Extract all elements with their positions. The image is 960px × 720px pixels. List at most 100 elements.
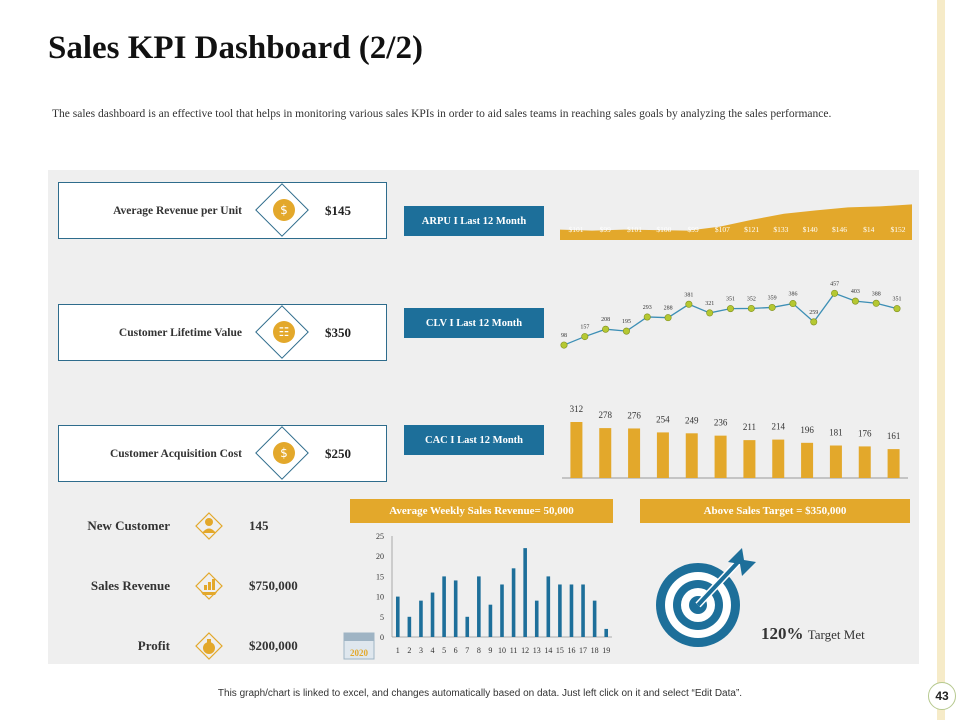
- clv-point: [726, 305, 734, 313]
- arpu-label: $99: [687, 225, 699, 234]
- weekly-bar: [592, 600, 597, 637]
- sales-target-banner: Above Sales Target = $350,000: [640, 499, 910, 523]
- hand-money-icon: $: [273, 199, 295, 221]
- weekly-ytick: 15: [376, 572, 384, 581]
- clv-point: [622, 327, 630, 335]
- kpi-label: Customer Lifetime Value: [118, 326, 242, 339]
- cac-bar: [829, 445, 842, 478]
- clv-label: 403: [851, 289, 860, 295]
- cac-label: 254: [656, 414, 670, 424]
- cac-label: 181: [829, 428, 843, 438]
- cac-bar: [685, 433, 698, 478]
- weekly-bar: [430, 592, 435, 637]
- clv-label: 352: [747, 296, 756, 302]
- clv-label: 457: [830, 281, 839, 287]
- new-customer-label: New Customer: [87, 518, 170, 533]
- clv-label: 288: [664, 306, 673, 312]
- arpu-area-chart: $101 $99 $101 $100 $99 $107 $121 $133 $140 $146 $1…: [560, 204, 912, 240]
- cac-bar: [570, 422, 583, 478]
- weekly-ytick: 10: [376, 593, 384, 602]
- weekly-bar: [407, 616, 412, 637]
- arpu-label: $121: [744, 225, 759, 234]
- weekly-xtick: 14: [544, 646, 552, 655]
- target-met-percent: 120%: [761, 624, 804, 643]
- page-title: Sales KPI Dashboard (2/2): [48, 30, 423, 66]
- clv-point: [831, 289, 839, 297]
- weekly-bar: [442, 576, 446, 637]
- kpi-box-clv: Customer Lifetime Value ☷ $350: [58, 304, 387, 361]
- clv-label: 386: [788, 292, 797, 298]
- weekly-xtick: 6: [454, 646, 458, 655]
- weekly-xtick: 9: [488, 646, 492, 655]
- weekly-xtick: 18: [591, 646, 599, 655]
- cac-label: 161: [887, 431, 901, 441]
- weekly-xtick: 19: [602, 646, 610, 655]
- clv-point: [643, 313, 651, 321]
- cac-bar: [599, 428, 612, 478]
- hand-growth-icon: [195, 572, 223, 600]
- kpi-box-cac: Customer Acquisition Cost $ $250: [58, 425, 387, 482]
- clv-point: [893, 305, 901, 313]
- sales-revenue-value: $750,000: [249, 578, 298, 593]
- weekly-xtick: 4: [431, 646, 435, 655]
- weekly-bar: [465, 616, 470, 637]
- calendar-icon: 2020: [343, 632, 375, 660]
- weekly-xtick: 5: [442, 646, 446, 655]
- clv-point: [581, 333, 589, 341]
- weekly-xtick: 16: [567, 646, 575, 655]
- clv-label: 351: [893, 297, 902, 303]
- weekly-xtick: 13: [533, 646, 541, 655]
- weekly-xtick: 17: [579, 646, 587, 655]
- cac-label: 249: [685, 415, 699, 425]
- cac-bar: [743, 440, 756, 478]
- arpu-label: $107: [715, 225, 730, 234]
- people-dollar-icon: $: [273, 442, 295, 464]
- arpu-label: $14: [863, 225, 875, 234]
- weekly-xtick: 11: [510, 646, 518, 655]
- clv-line-chart: 98 157 208 195 293 288 381 321 351 352 359 386 259 45…: [560, 281, 902, 349]
- weekly-bar: [511, 568, 516, 637]
- weekly-bar: [534, 600, 539, 637]
- cac-label: 211: [743, 422, 756, 432]
- clv-label: 157: [580, 325, 589, 331]
- clv-point: [560, 341, 568, 349]
- profit-value: $200,000: [249, 638, 298, 653]
- cac-label: 312: [570, 404, 584, 414]
- clv-label: 359: [768, 295, 777, 301]
- weekly-bar: [419, 600, 423, 637]
- sales-revenue-label: Sales Revenue: [90, 578, 170, 593]
- weekly-ytick: 0: [380, 633, 384, 642]
- cac-label: 214: [772, 422, 786, 432]
- weekly-xtick: 1: [396, 646, 400, 655]
- cac-bar: [714, 435, 727, 478]
- page-number: 43: [928, 682, 956, 710]
- clv-point: [851, 297, 859, 305]
- cac-label: 278: [599, 410, 613, 420]
- target-icon: [656, 548, 756, 647]
- weekly-xtick: 8: [477, 646, 481, 655]
- clv-point: [664, 314, 672, 322]
- clv-point: [685, 300, 693, 308]
- cac-bar: [801, 442, 814, 478]
- kpi-value: $350: [325, 324, 351, 340]
- new-customer-value: 145: [249, 518, 269, 533]
- cac-label: 196: [800, 425, 814, 435]
- cac-tag: CAC I Last 12 Month: [404, 425, 544, 455]
- clv-point: [789, 300, 797, 308]
- arpu-label: $100: [656, 225, 671, 234]
- weekly-bar: [395, 596, 400, 637]
- cac-bar: [887, 449, 900, 478]
- weekly-xtick: 12: [521, 646, 529, 655]
- clv-label: 321: [705, 301, 714, 307]
- clv-point: [747, 304, 755, 312]
- cac-label: 276: [627, 410, 641, 420]
- clv-label: 388: [872, 291, 881, 297]
- weekly-ytick: 20: [376, 552, 384, 561]
- weekly-xtick: 7: [465, 646, 469, 655]
- kpi-label: Customer Acquisition Cost: [109, 447, 242, 460]
- arpu-label: $140: [803, 225, 818, 234]
- hand-cart-icon: ☷: [273, 321, 295, 343]
- weekly-bar: [581, 584, 585, 637]
- weekly-bar: [500, 584, 504, 637]
